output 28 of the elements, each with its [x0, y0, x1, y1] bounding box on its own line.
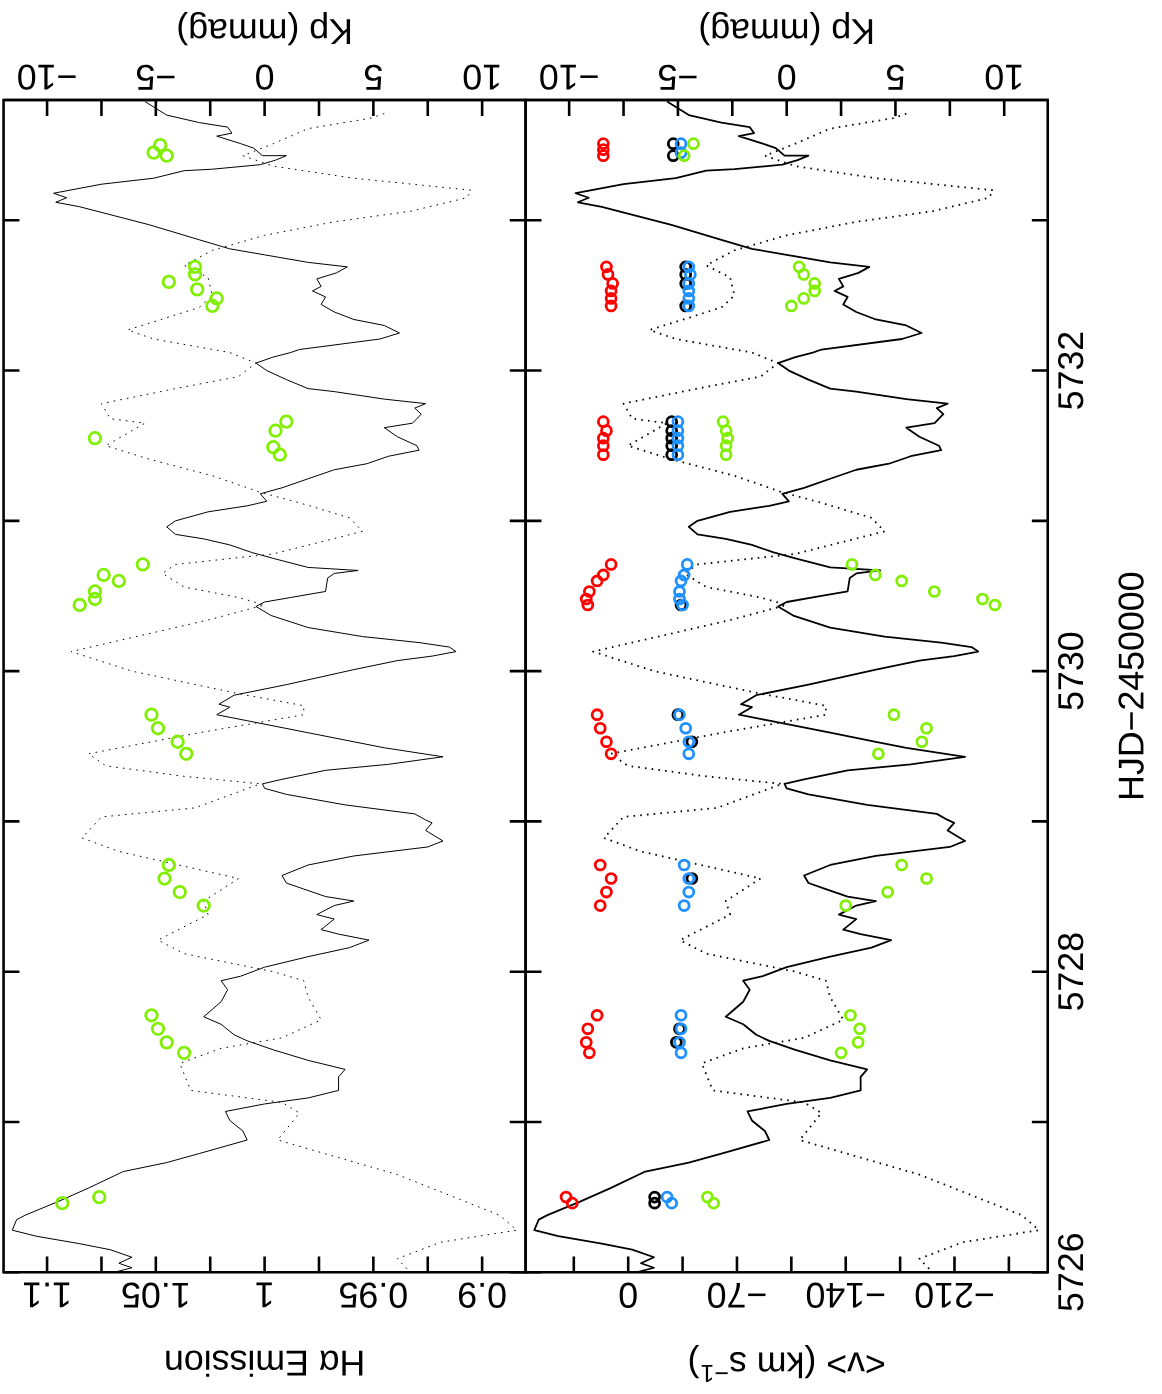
x2-axis-title: Kp (mmag): [700, 11, 872, 46]
x2-tick-label: 10: [985, 64, 1022, 90]
y-tick-label: 5728: [1057, 933, 1084, 1011]
x-tick-label: 1.1: [23, 1282, 70, 1308]
y-tick-label: 5730: [1057, 632, 1084, 710]
x-tick-label: 1.05: [122, 1282, 188, 1308]
x2-axis-title: Kp (mmag): [178, 11, 350, 46]
x-tick-label: 0.95: [339, 1282, 407, 1308]
x2-tick-label: −5: [658, 64, 697, 90]
x2-tick-label: −10: [18, 64, 76, 90]
x-tick-label: 0: [619, 1282, 637, 1308]
x-tick-label: 0.9: [458, 1282, 506, 1308]
x-tick-label: −210: [915, 1282, 993, 1308]
x2-tick-label: 10: [463, 64, 500, 90]
x-tick-label: −70: [707, 1282, 766, 1308]
y-tick-label: 5732: [1057, 332, 1084, 409]
x-axis-title: Hα Emission: [166, 1350, 363, 1377]
x2-tick-label: 5: [886, 64, 904, 90]
x-axis-title: <v> (km s$^{−1}$): [689, 1345, 884, 1383]
x2-tick-label: −10: [540, 64, 598, 90]
x-tick-label: 1: [256, 1282, 272, 1308]
x2-tick-label: −5: [136, 64, 175, 90]
x-tick-label: −140: [806, 1282, 885, 1308]
y-axis-title: HJD−2450000: [1118, 572, 1144, 798]
x2-tick-label: 0: [255, 64, 274, 90]
y-tick-label: 5726: [1057, 1234, 1084, 1311]
x2-tick-label: 5: [364, 64, 382, 90]
x2-tick-label: 0: [778, 64, 796, 90]
